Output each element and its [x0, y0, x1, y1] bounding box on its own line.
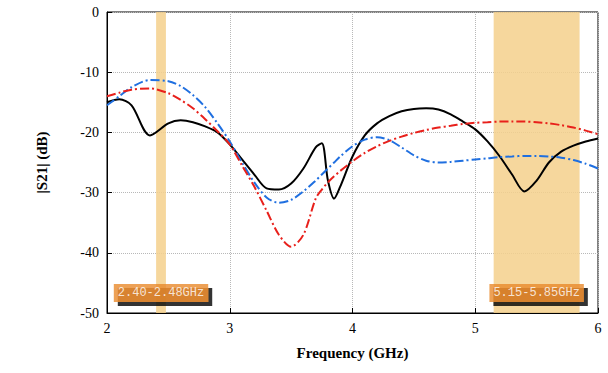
svg-text:-10: -10 — [80, 65, 99, 80]
svg-text:3: 3 — [226, 321, 233, 336]
svg-text:5: 5 — [472, 321, 479, 336]
svg-text:-40: -40 — [80, 245, 99, 260]
svg-text:4: 4 — [349, 321, 356, 336]
svg-text:-50: -50 — [80, 306, 99, 321]
svg-text:6: 6 — [595, 321, 602, 336]
svg-text:Frequency (GHz): Frequency (GHz) — [297, 345, 409, 362]
svg-text:-20: -20 — [80, 125, 99, 140]
svg-text:2: 2 — [104, 321, 111, 336]
svg-text:-30: -30 — [80, 185, 99, 200]
svg-text:2.40-2.48GHz: 2.40-2.48GHz — [118, 286, 204, 300]
svg-text:|S21| (dB): |S21| (dB) — [34, 131, 51, 193]
svg-text:0: 0 — [92, 5, 99, 20]
svg-text:5.15-5.85GHz: 5.15-5.85GHz — [493, 286, 579, 300]
